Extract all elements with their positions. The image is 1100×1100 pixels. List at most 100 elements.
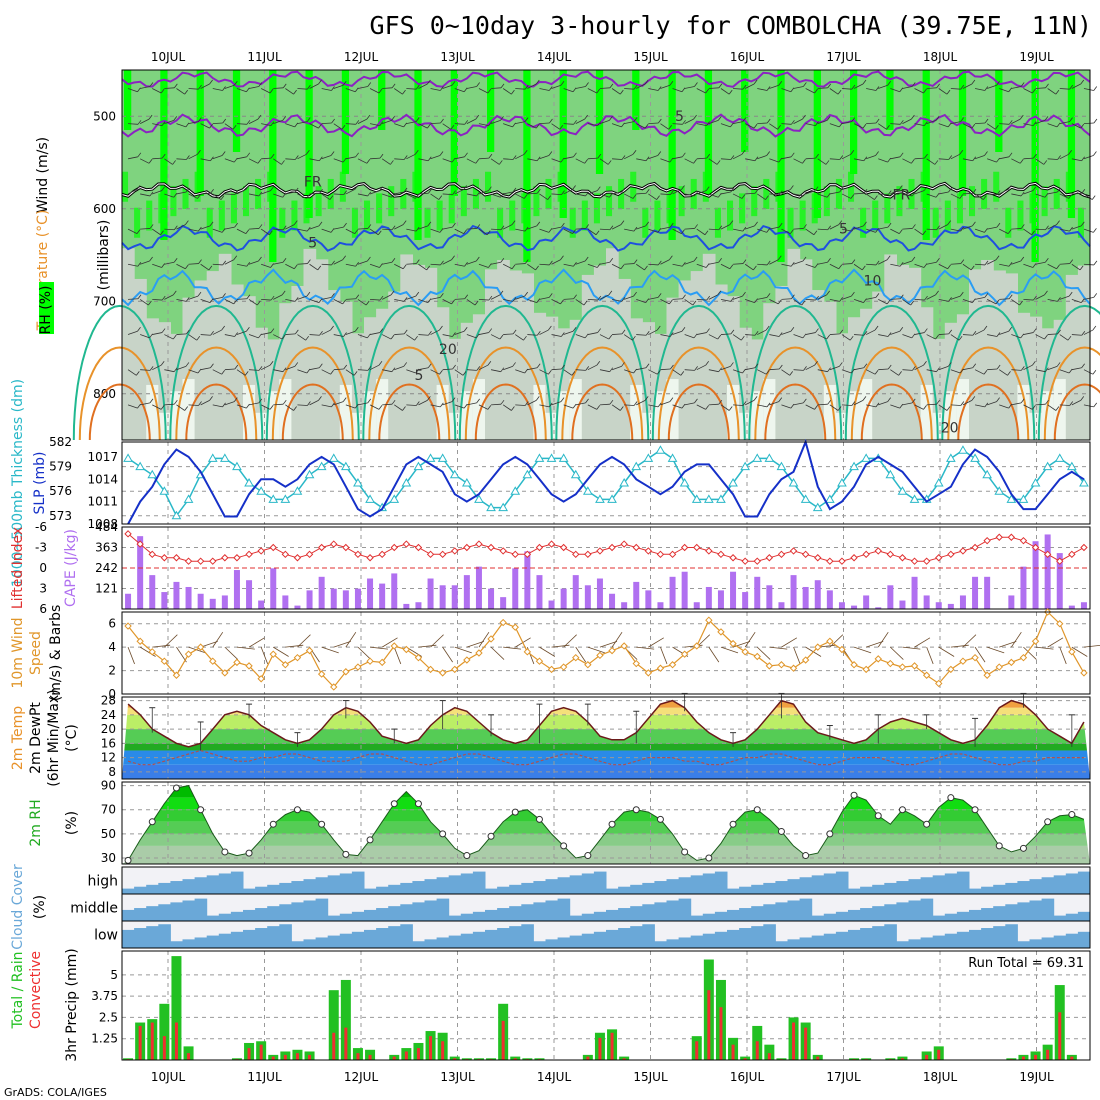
li-point — [390, 543, 398, 552]
wind-barb — [878, 401, 888, 406]
rh-very-dry-column — [823, 384, 837, 440]
li-point — [838, 557, 846, 565]
li-point — [354, 550, 362, 559]
precip-convective-bar — [1021, 1056, 1025, 1060]
precip-tick-label: 1.25 — [91, 1032, 118, 1046]
wind-barb — [660, 334, 671, 337]
cloud-cover-bar — [134, 886, 147, 894]
wind-barb — [890, 404, 900, 409]
wind-barb — [902, 334, 913, 339]
rh-point — [124, 856, 132, 864]
wind-barb — [345, 404, 356, 409]
wind-frame — [121, 611, 1091, 695]
wind-barb — [430, 404, 441, 408]
wind-barb — [599, 158, 609, 165]
rh-point — [826, 830, 834, 838]
wind-barb — [962, 399, 973, 406]
wind-barb-flag — [898, 185, 903, 190]
wind-barb — [236, 369, 246, 376]
wind-barb — [394, 158, 405, 160]
cape-bar — [947, 603, 954, 609]
cloud-cover-bar — [956, 871, 970, 894]
wind-barb — [345, 263, 356, 267]
cloud-cover-bar — [787, 900, 801, 921]
precip-convective-bar — [441, 1041, 445, 1060]
cape-bar — [270, 568, 277, 609]
wind-barb-flag — [416, 84, 420, 90]
thickness-point — [365, 494, 375, 503]
wind-barb — [926, 294, 936, 300]
wind-barb — [345, 88, 356, 93]
wind-barb-flag — [246, 87, 250, 93]
wind-barb-flag — [416, 401, 420, 406]
wind-barb — [696, 228, 706, 236]
cloud-cover-bar — [811, 915, 825, 921]
cape-bar — [137, 536, 144, 609]
wind-barb-flag — [561, 364, 565, 370]
cloud-cover-bar — [751, 906, 764, 921]
wind-barb-flag — [573, 120, 577, 125]
wind-barb — [962, 158, 973, 162]
wind-barb — [1011, 299, 1020, 306]
wind-barb — [152, 332, 163, 335]
wind-barb-flag — [500, 225, 505, 231]
wind-barb-flag — [779, 364, 783, 370]
pressure-tick-label: 600 — [93, 202, 116, 216]
rh-moist-patch — [872, 200, 879, 231]
wind-barb-flag — [706, 121, 710, 126]
wind-barb — [369, 404, 380, 410]
wind-barb-flag — [246, 152, 251, 158]
wind-barb — [769, 84, 779, 89]
wind-barb — [853, 123, 864, 129]
wind-barb — [515, 121, 526, 125]
cloud-cover-bar — [267, 884, 280, 894]
wind-barb-flag — [730, 297, 735, 302]
cape-axis-label: CAPE (J/kg) — [63, 529, 79, 607]
wind-barb — [212, 122, 223, 125]
wind-speed-point — [148, 648, 156, 656]
wind-barb-flag — [693, 256, 698, 262]
wind-barb-flag — [185, 187, 190, 193]
wind-axis-label-3: (m/s) & Barbs — [48, 605, 64, 702]
li-point — [644, 547, 653, 555]
li-point — [584, 550, 592, 559]
wind-barb-flag — [815, 121, 819, 126]
cloud-cover-bar — [388, 906, 401, 921]
rh-moist-patch — [218, 200, 225, 231]
wind-barb-flag — [923, 263, 928, 268]
wind-barb-flag — [440, 118, 444, 124]
wind-barb — [140, 334, 150, 339]
wind-barb-flag — [970, 265, 975, 271]
wind-barb-flag — [487, 360, 492, 366]
cloud-cover-bar — [884, 924, 897, 948]
wind-barb — [273, 403, 284, 406]
wind-barb-flag — [548, 228, 553, 233]
precip-convective-bar — [900, 1058, 904, 1060]
wind-barb — [636, 83, 646, 89]
wind-barb — [938, 88, 948, 95]
temp-contour-arch — [957, 383, 1020, 441]
wind-speed-point — [729, 639, 737, 648]
thickness-point — [970, 453, 980, 462]
wind-barb-flag — [959, 291, 964, 297]
wind-barb — [527, 192, 538, 195]
wind-barb — [890, 263, 901, 267]
wind-speed-point — [366, 657, 374, 665]
rh-dry-column — [122, 248, 135, 440]
wind-barb — [636, 123, 646, 129]
wind-barb — [793, 334, 804, 339]
wind-barb — [418, 192, 429, 195]
bottom-date-label: 10JUL — [151, 1070, 186, 1084]
wind-barb — [769, 259, 779, 265]
wind-barb — [563, 298, 574, 300]
wind-barb — [248, 260, 259, 265]
li-point — [172, 554, 181, 562]
li-point — [209, 557, 217, 565]
surface-wind-barb — [599, 640, 618, 648]
cape-bar — [621, 602, 628, 609]
thickness-point — [389, 494, 400, 503]
li-point — [535, 543, 544, 552]
wind-barb-flag — [621, 155, 626, 160]
cloud-cover-bar — [122, 909, 135, 921]
wind-barb-flag — [632, 194, 637, 199]
